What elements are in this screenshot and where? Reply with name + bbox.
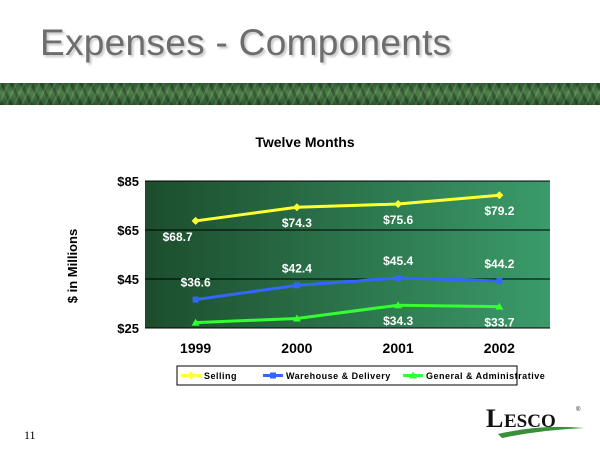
logo-wordmark: L xyxy=(486,404,503,433)
lesco-logo: L ESCO ® xyxy=(486,404,584,438)
data-label: $44.2 xyxy=(484,257,514,271)
data-label: $45.4 xyxy=(383,254,413,268)
data-point xyxy=(495,302,504,310)
grass-banner xyxy=(0,83,600,105)
data-label: $42.4 xyxy=(282,261,312,275)
logo-registered-mark: ® xyxy=(576,406,581,413)
x-tick-label: 2000 xyxy=(281,340,312,356)
data-label: $75.6 xyxy=(383,213,413,227)
data-point xyxy=(394,200,403,209)
data-label: $36.6 xyxy=(181,276,211,290)
data-point xyxy=(191,216,200,225)
chart-title: Twelve Months xyxy=(255,134,355,150)
data-label: $79.2 xyxy=(484,204,514,218)
legend-marker xyxy=(187,371,195,380)
legend-marker xyxy=(409,371,417,379)
y-tick-label: $65 xyxy=(117,223,139,238)
series-line xyxy=(195,193,500,223)
slide-number: 11 xyxy=(24,428,36,442)
x-tick-label: 2002 xyxy=(484,340,515,356)
x-tick-label: 1999 xyxy=(180,340,211,356)
series-line xyxy=(195,303,500,325)
data-point xyxy=(495,191,504,200)
data-label: $27.2 xyxy=(158,332,188,346)
legend-label: General & Administrative xyxy=(426,371,545,381)
y-tick-label: $25 xyxy=(117,321,139,336)
data-point xyxy=(394,301,403,309)
legend-label: Warehouse & Delivery xyxy=(286,371,391,381)
data-point xyxy=(496,277,503,284)
logo-wordmark-rest: ESCO xyxy=(504,411,556,432)
data-point xyxy=(293,282,300,289)
data-point xyxy=(292,203,301,212)
data-label: $28.9 xyxy=(282,327,312,341)
data-label: $33.7 xyxy=(484,316,514,330)
data-label: $74.3 xyxy=(282,216,312,230)
y-axis-title: $ in Millions xyxy=(65,229,80,303)
legend-label: Selling xyxy=(204,371,237,381)
y-tick-label: $45 xyxy=(117,272,139,287)
data-point xyxy=(395,275,402,282)
series-line xyxy=(195,276,500,302)
data-point xyxy=(292,314,301,322)
data-label: $68.7 xyxy=(163,230,193,244)
y-tick-label: $85 xyxy=(117,174,139,189)
legend xyxy=(176,365,518,386)
data-point xyxy=(191,318,200,326)
legend-marker xyxy=(270,372,276,379)
data-point xyxy=(192,296,199,303)
logo-swoosh xyxy=(498,426,584,438)
x-tick-label: 2001 xyxy=(383,340,414,356)
data-label: $34.3 xyxy=(383,314,413,328)
page-title: Expenses - Components xyxy=(40,22,452,63)
